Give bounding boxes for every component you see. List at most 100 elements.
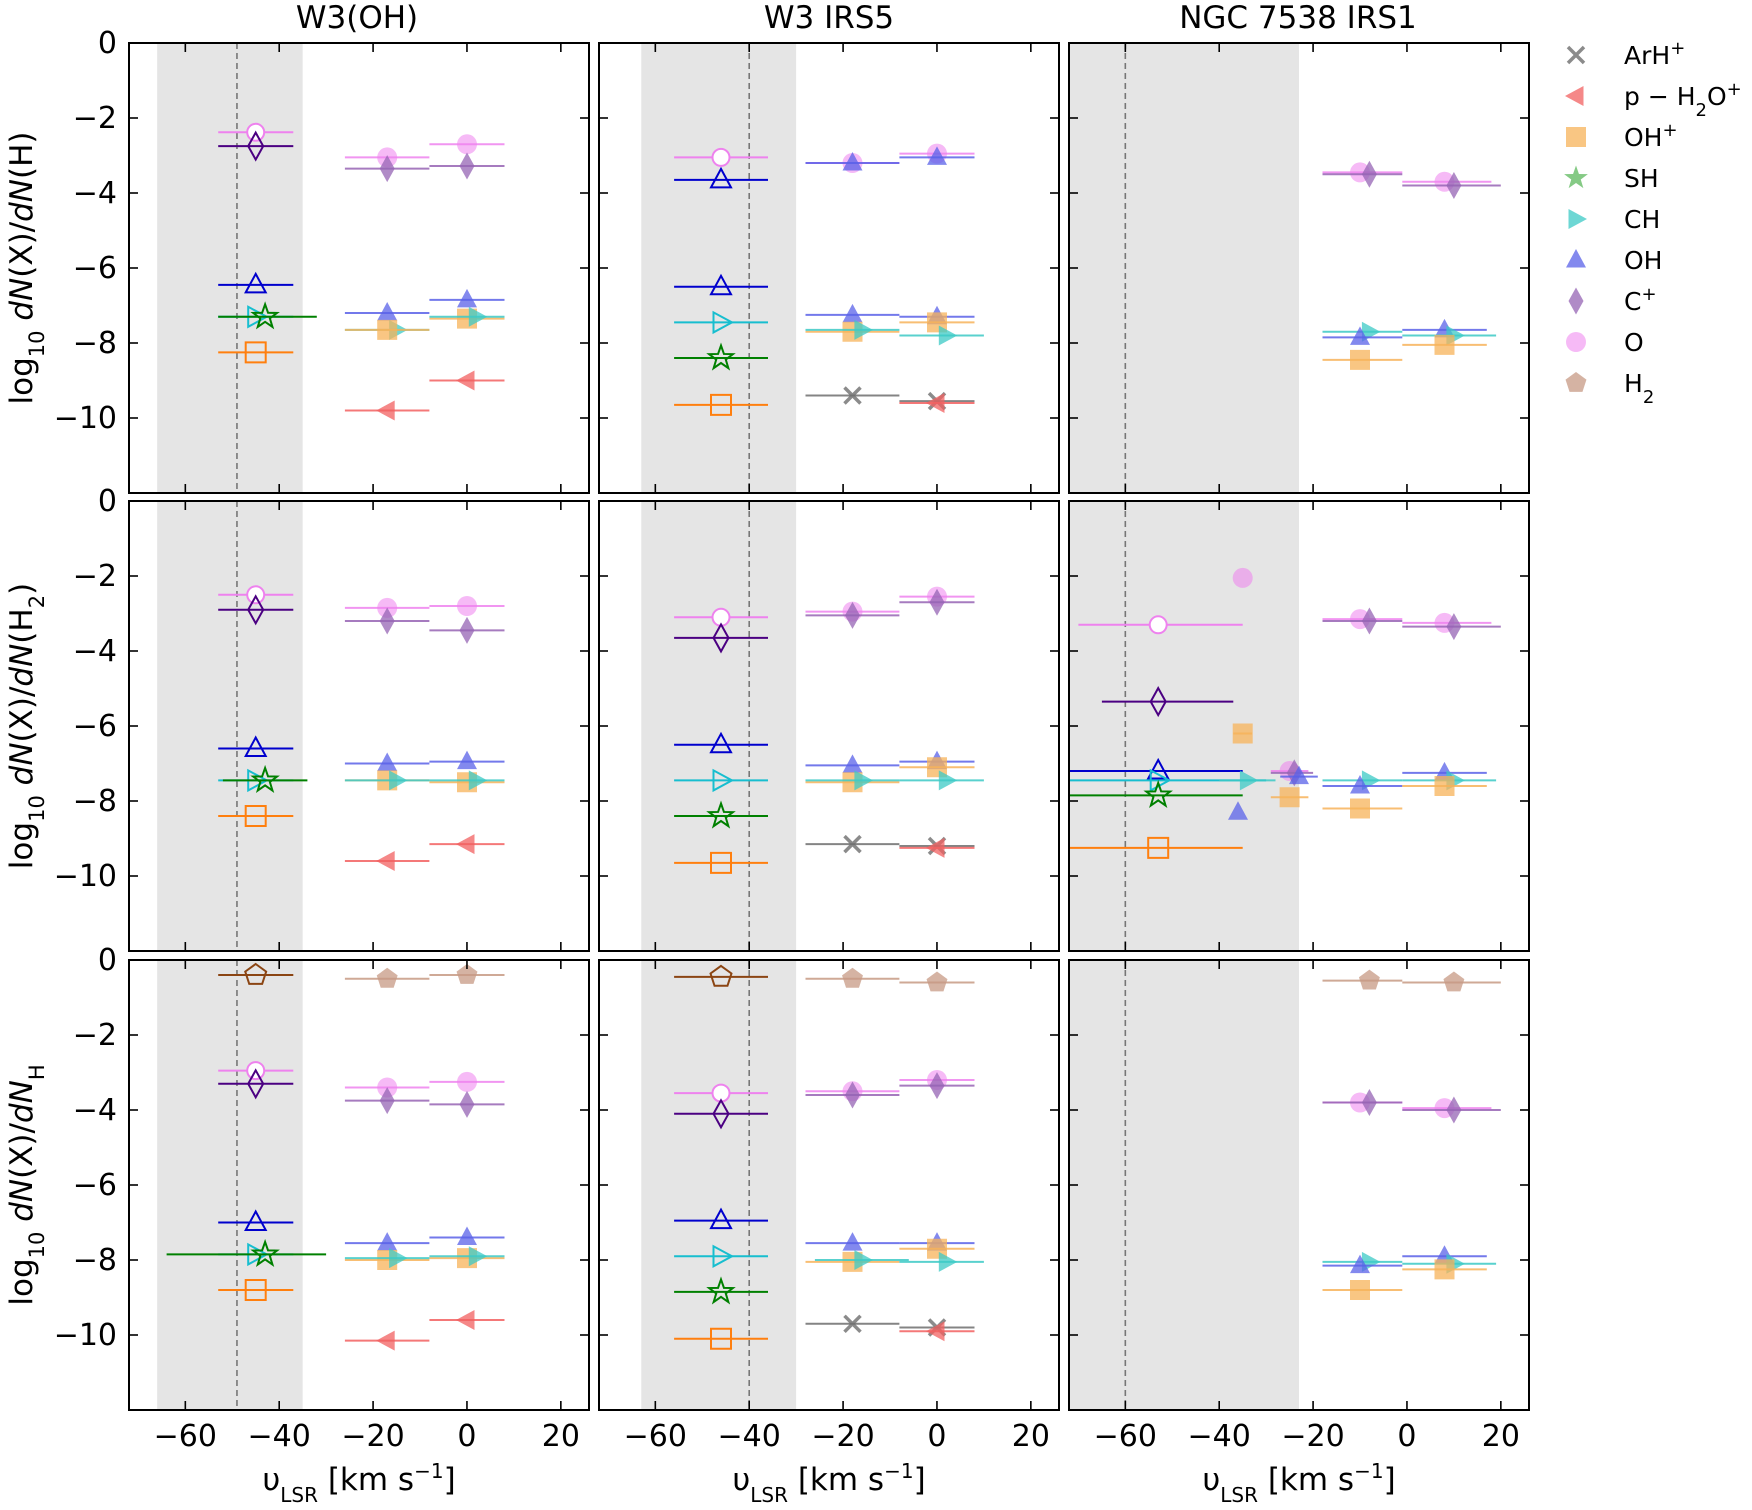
- marker-triangle-right: [712, 768, 735, 793]
- marker-triangle-right: [468, 770, 488, 791]
- marker-diamond: [247, 130, 265, 162]
- panel-r1-c1: [598, 500, 1060, 952]
- y-tick-label: −8: [73, 784, 117, 819]
- marker-triangle-up: [244, 735, 268, 757]
- y-tick-label: −4: [73, 176, 117, 211]
- data-point-SH: [218, 301, 317, 330]
- marker-square: [244, 341, 267, 364]
- data-point-OHp: [805, 1251, 900, 1272]
- legend-marker-triangle-right: [1568, 209, 1587, 229]
- data-point-Cp: [1402, 1096, 1501, 1124]
- data-point-OH: [1322, 326, 1403, 345]
- data-point-Cp: [344, 607, 430, 635]
- marker-triangle-left: [376, 1330, 395, 1351]
- marker-square: [1232, 723, 1253, 744]
- marker-triangle-up: [842, 1232, 863, 1251]
- marker-triangle-right: [938, 770, 958, 791]
- marker-star: [250, 1238, 280, 1267]
- data-point-OH: [674, 1207, 768, 1230]
- legend-label: SH: [1624, 164, 1659, 193]
- data-point-OHp: [1322, 349, 1403, 370]
- data-point-H2: [1322, 969, 1403, 990]
- column-title-w3oh: W3(OH): [296, 0, 418, 36]
- marker-circle: [457, 134, 477, 155]
- legend-entry-SH: SH: [1564, 164, 1659, 193]
- marker-star: [706, 800, 736, 829]
- data-point-OHp: [1402, 334, 1487, 355]
- marker-triangle-up: [244, 271, 268, 294]
- marker-triangle-up: [457, 1226, 477, 1245]
- legend-label: O: [1624, 328, 1644, 357]
- marker-triangle-right: [854, 770, 873, 791]
- marker-pentagon: [376, 967, 398, 988]
- data-point-Cp: [1402, 172, 1501, 199]
- data-point-ArH: [805, 386, 900, 405]
- marker-triangle-up: [842, 303, 863, 323]
- y-axis-label-row-2: log10 dN(X)/dNH: [4, 1064, 49, 1305]
- legend-label: p − H2O+: [1624, 79, 1742, 121]
- data-point-OHp: [674, 1327, 768, 1350]
- marker-diamond: [1361, 1089, 1377, 1116]
- data-point-O: [1322, 609, 1403, 630]
- marker-triangle-up: [1228, 801, 1248, 820]
- legend-marker-square: [1566, 127, 1586, 147]
- marker-circle: [711, 147, 731, 167]
- data-point-Cp: [1322, 1089, 1403, 1116]
- x-tick-label: −60: [1094, 1419, 1157, 1454]
- data-point-CH: [429, 1246, 505, 1267]
- data-point-OHp: [1232, 723, 1253, 744]
- data-point-Cp: [1101, 686, 1234, 718]
- legend-entry-Cp: C+: [1568, 284, 1657, 316]
- data-point-SH: [674, 800, 768, 829]
- data-point-H2: [429, 964, 505, 984]
- data-point-SH: [674, 1276, 768, 1305]
- data-point-OH: [218, 1209, 294, 1231]
- x-tick-label: 0: [1397, 1419, 1416, 1454]
- marker-star: [1143, 779, 1173, 808]
- marker-triangle-left: [926, 393, 945, 413]
- data-point-O: [429, 596, 505, 616]
- marker-triangle-right: [468, 306, 488, 327]
- x-tick-label: 0: [457, 1419, 476, 1454]
- marker-square: [1350, 1280, 1370, 1300]
- marker-triangle-up: [709, 731, 733, 754]
- marker-pentagon: [926, 971, 948, 992]
- marker-triangle-up: [842, 754, 863, 773]
- marker-diamond: [1361, 607, 1377, 635]
- marker-triangle-up: [709, 166, 733, 189]
- data-point-OHp: [1402, 776, 1487, 796]
- panel-r2-c0: 0 −2 −4 −6 −8 −10 −60 −40 −20 0 20: [54, 943, 590, 1454]
- marker-pentagon: [456, 964, 478, 984]
- marker-triangle-up: [1350, 1254, 1370, 1274]
- data-point-pH2O: [429, 1310, 505, 1330]
- data-point-O: [1078, 615, 1243, 635]
- data-point-OHp: [899, 312, 975, 333]
- legend: ArH+ p − H2O+OH+ SH CH OH C+ O H2: [1564, 38, 1742, 408]
- shaded-velocity-band: [157, 501, 303, 951]
- y-tick-label: −4: [73, 634, 117, 669]
- x-axis-label-col-0: υLSR [km s−1]: [262, 1459, 455, 1507]
- data-point-OHp: [1069, 836, 1243, 859]
- marker-square: [244, 1279, 267, 1301]
- ticks: [1069, 959, 1529, 1410]
- x-tick-label: −20: [341, 1419, 404, 1454]
- marker-diamond: [379, 1087, 395, 1115]
- shaded-velocity-band: [641, 501, 797, 951]
- marker-triangle-right: [854, 319, 873, 340]
- ticks: [129, 42, 589, 493]
- marker-triangle-right: [468, 1246, 488, 1267]
- data-point-OH: [429, 288, 505, 308]
- marker-triangle-up: [377, 302, 398, 321]
- marker-triangle-right: [712, 310, 735, 335]
- legend-marker-diamond: [1568, 287, 1584, 315]
- legend-entry-OHp: OH+: [1566, 120, 1678, 152]
- y-tick-label: −4: [73, 1093, 117, 1128]
- marker-diamond: [845, 601, 860, 629]
- y-tick-label: 0: [98, 943, 117, 978]
- shaded-velocity-band: [1069, 960, 1299, 1410]
- shaded-velocity-band: [1069, 43, 1299, 493]
- marker-triangle-up: [1350, 775, 1370, 794]
- x-axis-label-col-1: υLSR [km s−1]: [732, 1459, 925, 1507]
- ticks: [599, 42, 1059, 493]
